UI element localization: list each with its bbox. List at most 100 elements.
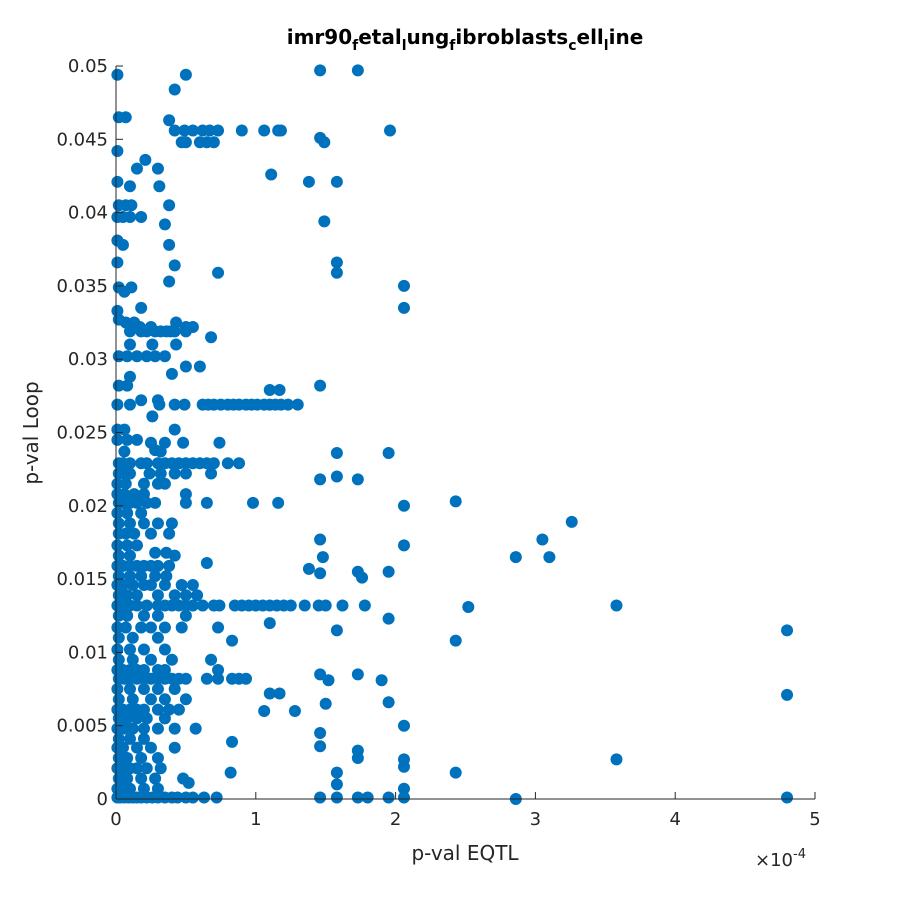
data-points: [111, 64, 794, 805]
data-point: [314, 727, 327, 740]
data-point: [111, 256, 124, 269]
data-point: [200, 556, 213, 569]
data-point: [158, 693, 171, 706]
data-point: [112, 631, 125, 644]
data-point: [112, 653, 125, 666]
data-point: [168, 325, 181, 338]
data-point: [196, 599, 209, 612]
data-point: [361, 791, 374, 804]
data-point: [123, 457, 136, 470]
data-point: [111, 477, 124, 490]
data-point: [143, 467, 156, 480]
x-tick-label: 4: [669, 809, 680, 830]
data-point: [121, 772, 134, 785]
data-point: [112, 549, 125, 562]
data-point: [168, 398, 181, 411]
data-point: [318, 215, 331, 228]
data-point: [449, 766, 462, 779]
data-point: [130, 712, 143, 725]
data-point: [178, 124, 191, 137]
data-point: [462, 600, 475, 613]
data-point: [151, 722, 164, 735]
data-point: [179, 325, 192, 338]
data-point: [121, 589, 134, 602]
data-point: [111, 175, 124, 188]
data-point: [158, 712, 171, 725]
data-point: [130, 589, 143, 602]
data-point: [212, 124, 225, 137]
data-point: [125, 281, 138, 294]
data-point: [781, 624, 794, 637]
data-point: [112, 693, 125, 706]
data-point: [135, 621, 148, 634]
data-point: [168, 741, 181, 754]
data-point: [121, 433, 134, 446]
data-point: [235, 124, 248, 137]
data-point: [168, 423, 181, 436]
data-point: [212, 672, 225, 685]
data-point: [175, 621, 188, 634]
data-point: [165, 517, 178, 530]
data-point: [397, 301, 410, 314]
data-point: [149, 496, 162, 509]
data-point: [137, 477, 150, 490]
data-point: [149, 350, 162, 363]
exponent-base: ×10: [755, 850, 793, 871]
x-ticks: 0 1 2 3 4 5: [110, 792, 821, 830]
data-point: [151, 589, 164, 602]
data-point: [213, 436, 226, 449]
data-point: [212, 663, 225, 676]
data-point: [165, 367, 178, 380]
data-point: [179, 589, 192, 602]
data-point: [330, 447, 343, 460]
data-point: [144, 621, 157, 634]
data-point: [397, 719, 410, 732]
data-point: [121, 379, 134, 392]
data-point: [119, 477, 132, 490]
data-point: [212, 266, 225, 279]
title-part: ung: [407, 25, 450, 49]
data-point: [449, 634, 462, 647]
data-point: [781, 688, 794, 701]
data-point: [509, 551, 522, 564]
data-point: [149, 772, 162, 785]
data-point: [158, 477, 171, 490]
data-point: [137, 643, 150, 656]
data-point: [330, 778, 343, 791]
data-point: [130, 162, 143, 175]
data-point: [123, 517, 136, 530]
data-point: [178, 398, 191, 411]
data-point: [144, 578, 157, 591]
data-point: [179, 68, 192, 81]
data-point: [781, 791, 794, 804]
data-point: [163, 559, 176, 572]
data-point: [118, 423, 131, 436]
data-point: [154, 762, 167, 775]
data-point: [186, 599, 199, 612]
title-part: etal: [358, 25, 401, 49]
data-point: [213, 599, 226, 612]
data-point: [226, 634, 239, 647]
y-ticks: 0 0.005 0.01 0.015 0.02 0.025 0.03 0.035 0.04 0.0…: [56, 56, 123, 810]
data-point: [179, 609, 192, 622]
data-point: [140, 496, 153, 509]
data-point: [351, 668, 364, 681]
data-point: [318, 136, 331, 149]
y-tick-label: 0: [97, 789, 108, 810]
data-point: [123, 210, 136, 223]
data-point: [397, 782, 410, 795]
data-point: [240, 672, 253, 685]
data-point: [189, 722, 202, 735]
title-part: ell: [577, 25, 604, 49]
data-point: [149, 546, 162, 559]
data-point: [319, 697, 332, 710]
data-point: [358, 599, 371, 612]
data-point: [123, 683, 136, 696]
data-point: [118, 488, 131, 501]
data-point: [207, 457, 220, 470]
data-point: [273, 383, 286, 396]
data-point: [330, 766, 343, 779]
y-tick-label: 0.04: [68, 203, 108, 224]
data-point: [140, 762, 153, 775]
